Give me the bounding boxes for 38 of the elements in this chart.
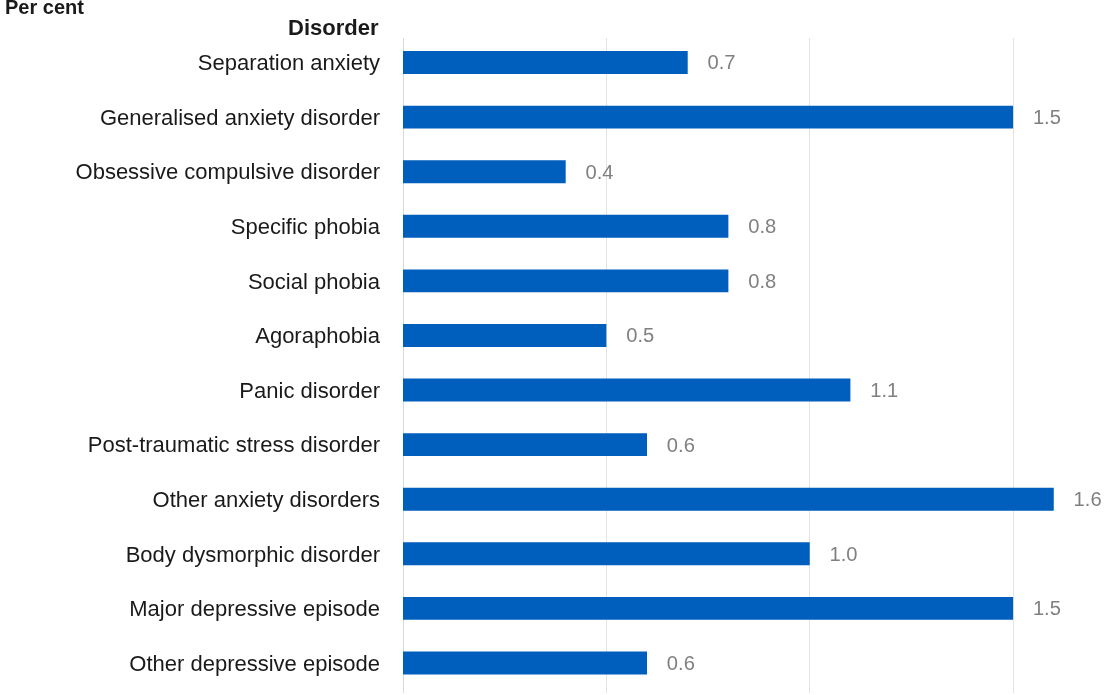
y-tick-label: Specific phobia [230,214,381,240]
data-label: 1.6 [1056,488,1102,511]
bar [403,596,1014,620]
bar [403,433,648,457]
bar [403,542,810,566]
y-tick-label: Major depressive episode [129,596,380,622]
y-tick-label: Body dysmorphic disorder [125,541,380,567]
data-label: 0.4 [568,160,614,183]
data-label: 0.8 [731,215,777,238]
y-tick-label: Other depressive episode [129,650,380,676]
data-label: 1.1 [853,378,899,401]
bar [403,324,607,347]
y-tick-label: Post-traumatic stress disorder [87,432,380,458]
y-tick-label: Generalised anxiety disorder [99,104,380,130]
y-tick-label: Agoraphobia [255,323,381,349]
bar [403,160,566,184]
data-label: 1.5 [1016,597,1061,620]
data-label: 0.6 [650,433,695,456]
bar [403,651,648,675]
text: Per cent [5,0,85,18]
y-tick-label: Social phobia [247,268,381,294]
bar [403,214,729,238]
data-label: 0.6 [650,651,695,674]
y-tick-label: Obsessive compulsive disorder [75,159,380,185]
data-label: 0.8 [731,269,777,292]
y-tick-label: Separation anxiety [197,50,380,76]
bar [403,487,1054,511]
bar [403,378,851,402]
data-label: 1.0 [812,542,858,565]
data-label: 1.5 [1016,106,1061,129]
y-tick-label: Other anxiety disorders [152,486,380,512]
data-label: 0.5 [609,324,655,347]
y-tick-label: Panic disorder [239,377,380,403]
data-label: 0.7 [690,51,736,74]
bar [403,51,688,75]
bar [403,105,1014,129]
y-axis-title: Disorder [288,15,379,40]
bar [403,269,729,293]
